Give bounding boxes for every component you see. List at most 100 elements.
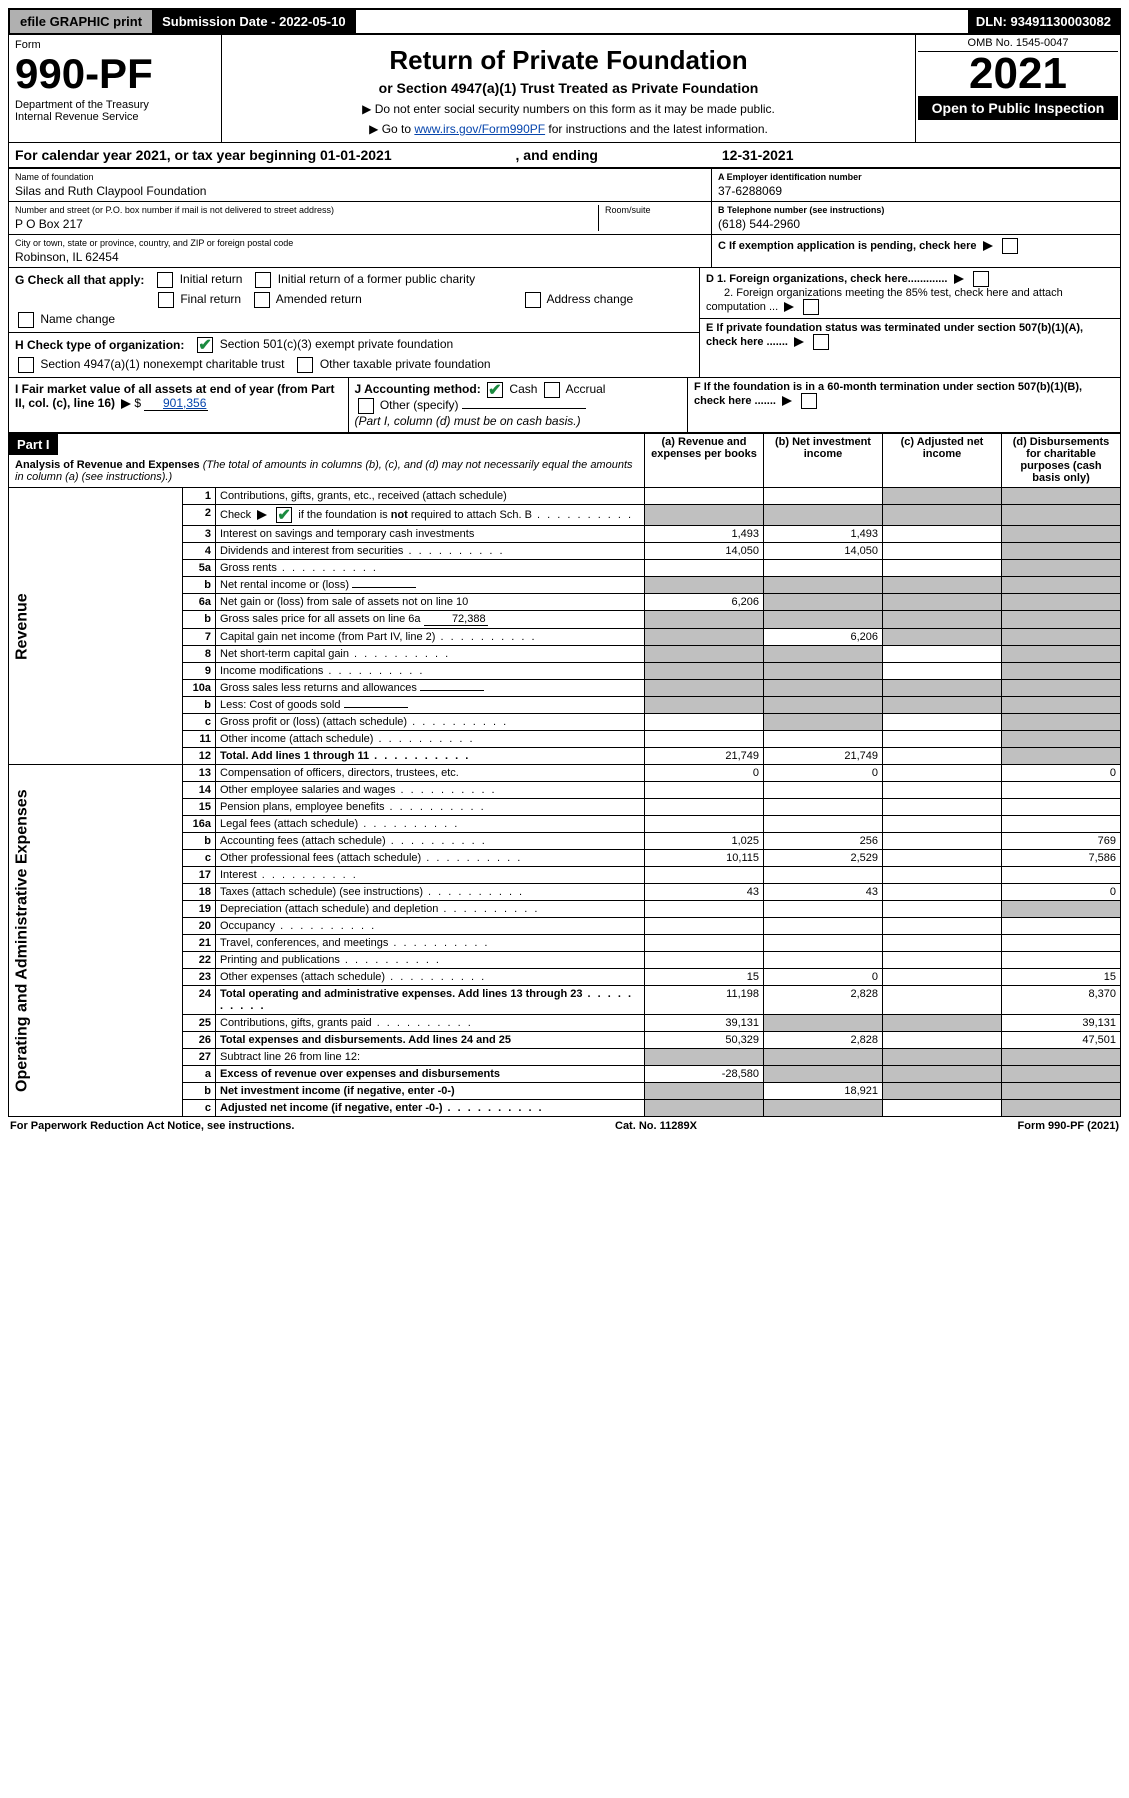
amount-cell: [645, 867, 764, 884]
amount-cell: [645, 799, 764, 816]
amount-cell: [764, 935, 883, 952]
ein-value: 37-6288069: [718, 184, 1114, 198]
chk-address-change[interactable]: [525, 292, 541, 308]
amount-cell: [1002, 799, 1121, 816]
part1-label: Part I: [9, 434, 58, 455]
foundation-name: Silas and Ruth Claypool Foundation: [15, 184, 705, 198]
amount-cell: [764, 505, 883, 526]
line-description: Travel, conferences, and meetings: [216, 935, 645, 952]
amount-cell: [1002, 952, 1121, 969]
line-number: a: [183, 1066, 216, 1083]
footer-mid: Cat. No. 11289X: [615, 1120, 697, 1132]
ein-label: A Employer identification number: [718, 172, 1114, 182]
amount-cell: [1002, 816, 1121, 833]
chk-initial-former[interactable]: [255, 272, 271, 288]
chk-f[interactable]: [801, 393, 817, 409]
amount-cell: [883, 560, 1002, 577]
amount-cell: 15: [1002, 969, 1121, 986]
entity-info-table: Name of foundation Silas and Ruth Claypo…: [8, 168, 1121, 268]
amount-cell: 0: [764, 969, 883, 986]
line-description: Occupancy: [216, 918, 645, 935]
amount-cell: [1002, 697, 1121, 714]
amount-cell: [764, 714, 883, 731]
amount-cell: [883, 986, 1002, 1015]
phone-value: (618) 544-2960: [718, 217, 1114, 231]
chk-501c3[interactable]: [197, 337, 213, 353]
line-number: 14: [183, 782, 216, 799]
chk-cash[interactable]: [487, 382, 503, 398]
cal-begin: 01-01-2021: [320, 147, 392, 163]
amount-cell: [883, 680, 1002, 697]
line-number: 18: [183, 884, 216, 901]
line-number: 25: [183, 1015, 216, 1032]
amount-cell: [645, 816, 764, 833]
fmv-value[interactable]: 901,356: [144, 396, 208, 411]
arrow-icon: [121, 399, 131, 409]
amount-cell: 50,329: [645, 1032, 764, 1049]
chk-initial-return[interactable]: [157, 272, 173, 288]
chk-name-change[interactable]: [18, 312, 34, 328]
chk-d1[interactable]: [973, 271, 989, 287]
amount-cell: 6,206: [645, 594, 764, 611]
amount-cell: [883, 901, 1002, 918]
line-description: Net rental income or (loss): [216, 577, 645, 594]
form990pf-link[interactable]: www.irs.gov/Form990PF: [414, 122, 545, 136]
line-number: 2: [183, 505, 216, 526]
chk-4947[interactable]: [18, 357, 34, 373]
amount-cell: [883, 1066, 1002, 1083]
line-description: Other income (attach schedule): [216, 731, 645, 748]
line-description: Excess of revenue over expenses and disb…: [216, 1066, 645, 1083]
dept-treasury: Department of the Treasury: [15, 99, 215, 111]
amount-cell: 39,131: [1002, 1015, 1121, 1032]
table-row: Operating and Administrative Expenses13C…: [9, 765, 1121, 782]
line-description: Adjusted net income (if negative, enter …: [216, 1100, 645, 1117]
line-number: 27: [183, 1049, 216, 1066]
tax-year: 2021: [918, 52, 1118, 96]
cal-end: 12-31-2021: [722, 147, 794, 163]
amount-cell: [645, 611, 764, 629]
amount-cell: [764, 1049, 883, 1066]
amount-cell: [1002, 543, 1121, 560]
amount-cell: [764, 731, 883, 748]
line-description: Net gain or (loss) from sale of assets n…: [216, 594, 645, 611]
amount-cell: [883, 663, 1002, 680]
amount-cell: [764, 901, 883, 918]
line-number: 20: [183, 918, 216, 935]
amount-cell: [1002, 488, 1121, 505]
irs-label: Internal Revenue Service: [15, 111, 215, 123]
efile-print-button[interactable]: efile GRAPHIC print: [10, 10, 154, 33]
line-number: 19: [183, 901, 216, 918]
chk-amended[interactable]: [254, 292, 270, 308]
amount-cell: 0: [764, 765, 883, 782]
amount-cell: [1002, 748, 1121, 765]
line-number: 15: [183, 799, 216, 816]
chk-accrual[interactable]: [544, 382, 560, 398]
line-number: 1: [183, 488, 216, 505]
name-label: Name of foundation: [15, 172, 705, 182]
amount-cell: [883, 731, 1002, 748]
amount-cell: [883, 816, 1002, 833]
line-description: Check if the foundation is not required …: [216, 505, 645, 526]
c-checkbox[interactable]: [1002, 238, 1018, 254]
d1-label: D 1. Foreign organizations, check here..…: [706, 273, 947, 285]
line-number: 16a: [183, 816, 216, 833]
amount-cell: [883, 952, 1002, 969]
chk-final-return[interactable]: [158, 292, 174, 308]
chk-other-taxable[interactable]: [297, 357, 313, 373]
line-number: 7: [183, 629, 216, 646]
line-description: Interest: [216, 867, 645, 884]
amount-cell: [883, 611, 1002, 629]
chk-other-method[interactable]: [358, 398, 374, 414]
line-description: Other professional fees (attach schedule…: [216, 850, 645, 867]
amount-cell: [645, 697, 764, 714]
chk-d2[interactable]: [803, 299, 819, 315]
line-description: Taxes (attach schedule) (see instruction…: [216, 884, 645, 901]
amount-cell: [883, 526, 1002, 543]
calendar-year-row: For calendar year 2021, or tax year begi…: [8, 143, 1121, 168]
line-number: 26: [183, 1032, 216, 1049]
line-description: Gross profit or (loss) (attach schedule): [216, 714, 645, 731]
amount-cell: 2,828: [764, 1032, 883, 1049]
chk-e[interactable]: [813, 334, 829, 350]
amount-cell: [764, 1066, 883, 1083]
amount-cell: [883, 884, 1002, 901]
